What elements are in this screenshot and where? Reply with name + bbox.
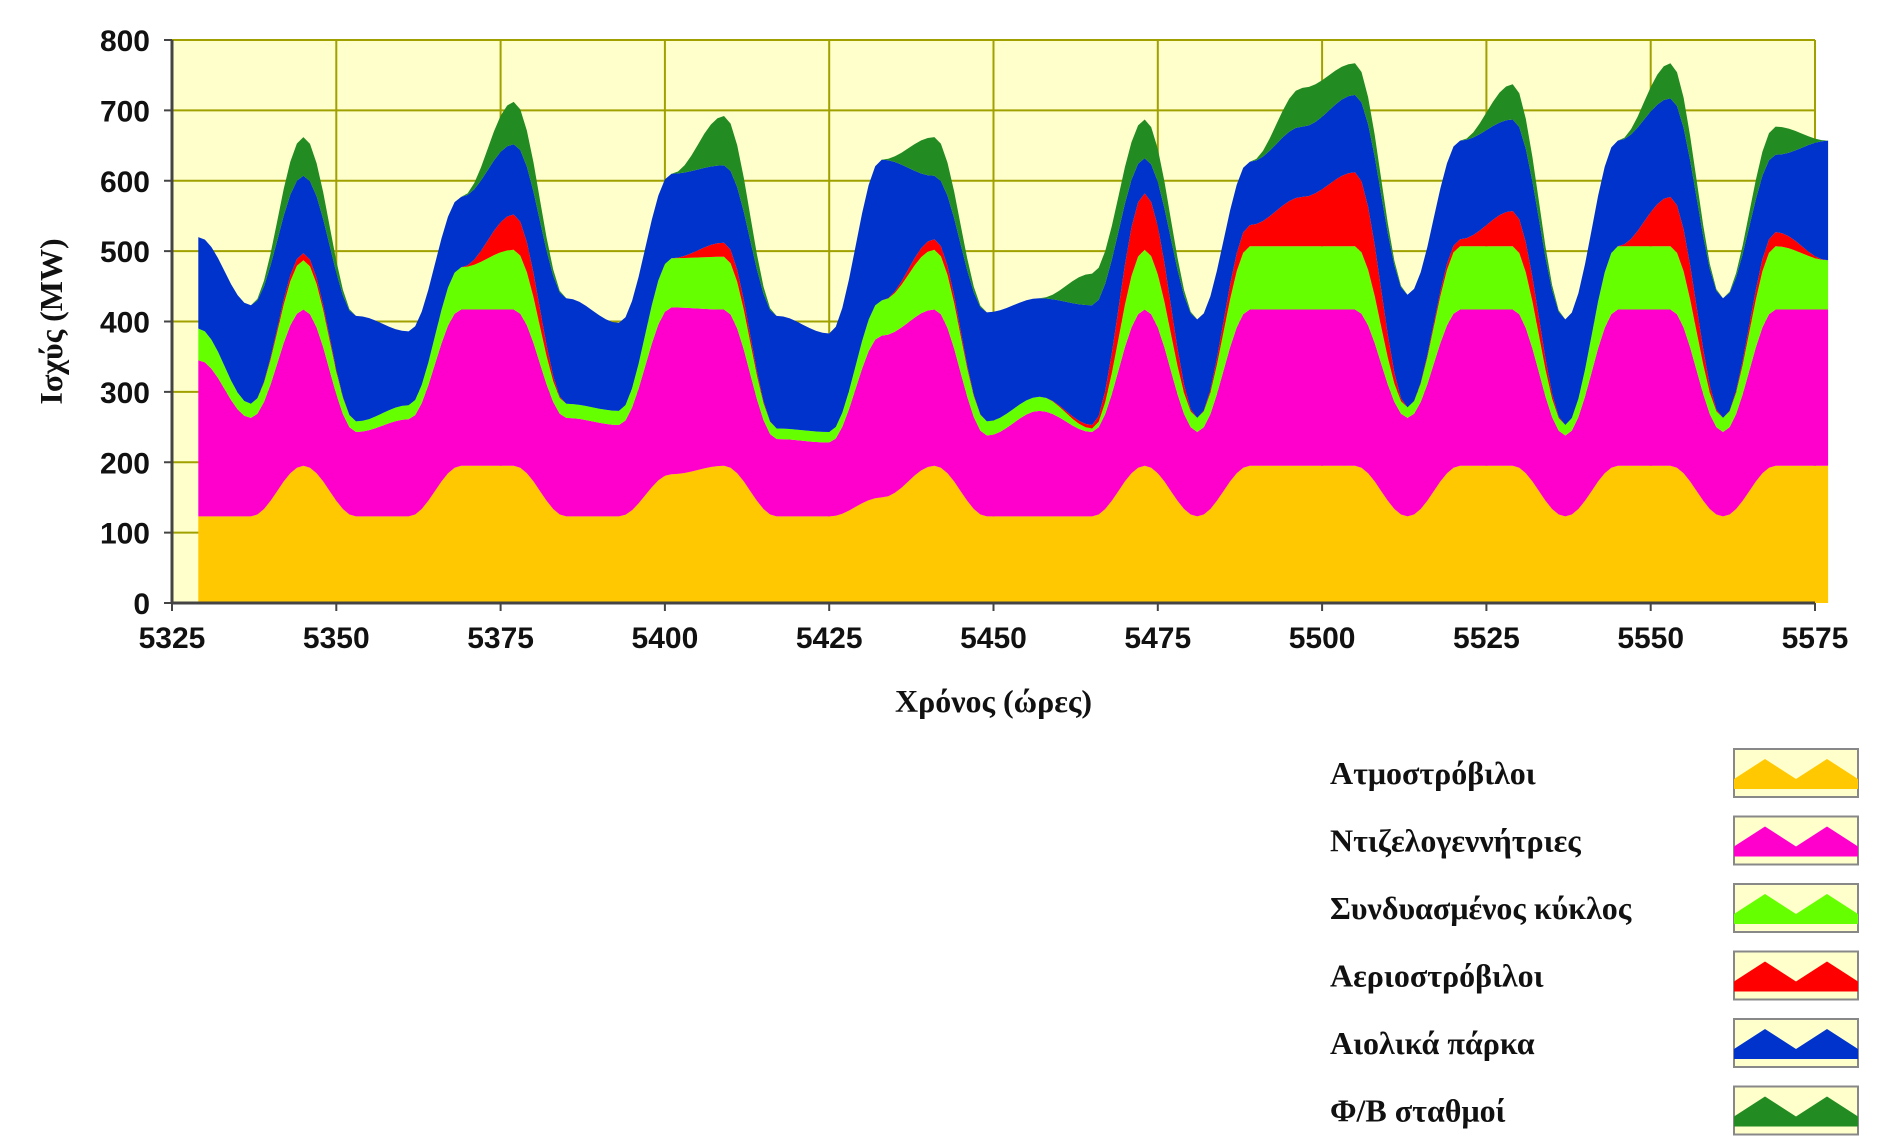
legend-swatch [1733,748,1859,798]
y-tick-label: 700 [100,95,150,128]
legend-swatch [1733,1018,1859,1068]
x-tick-label: 5400 [632,622,699,655]
legend: Ατμοστρόβιλοι Ντιζελογεννήτριες Συνδυασμέν… [1330,748,1859,1136]
x-tick-label: 5525 [1453,622,1520,655]
y-tick-label: 800 [100,25,150,58]
y-tick-labels: 0 100 200 300 400 500 600 700 800 [100,25,172,621]
x-tick-labels: 5325 5350 5375 5400 5425 5450 5475 5500 5525 5550… [139,603,1849,655]
legend-label: Ατμοστρόβιλοι [1330,755,1536,791]
x-tick-label: 5500 [1289,622,1356,655]
legend-swatch [1733,950,1859,1001]
area-series-2 [198,307,1829,517]
area-series-1 [198,465,1829,603]
x-tick-label: 5350 [303,622,370,655]
y-tick-label: 600 [100,166,150,199]
legend-swatch [1733,1085,1859,1136]
x-tick-label: 5450 [960,622,1027,655]
legend-label: Ντιζελογεννήτριες [1330,823,1581,859]
y-tick-label: 400 [100,307,150,340]
x-tick-label: 5550 [1617,622,1684,655]
area-series-3 [198,246,1829,443]
y-tick-label: 300 [100,377,150,410]
x-tick-label: 5375 [467,622,534,655]
y-tick-label: 200 [100,447,150,480]
legend-label: Αιολικά πάρκα [1330,1025,1535,1061]
y-tick-label: 500 [100,236,150,269]
legend-label: Φ/Β σταθμοί [1330,1093,1506,1129]
y-tick-label: 0 [133,588,150,621]
y-axis-title: Ισχύς (MW) [33,238,69,404]
x-axis-title: Χρόνος (ώρες) [895,683,1092,719]
area-series-layer [198,63,1829,603]
y-tick-label: 100 [100,518,150,551]
legend-swatch [1733,815,1859,866]
x-tick-label: 5325 [139,622,206,655]
legend-swatch [1733,883,1859,933]
x-tick-label: 5575 [1782,622,1849,655]
area-series-6 [198,63,1829,334]
legend-label: Συνδυασμένος κύκλος [1330,890,1632,926]
x-tick-label: 5425 [796,622,863,655]
legend-label: Αεριοστρόβιλοι [1330,958,1544,994]
area-series-5 [198,94,1829,433]
x-tick-label: 5475 [1124,622,1191,655]
